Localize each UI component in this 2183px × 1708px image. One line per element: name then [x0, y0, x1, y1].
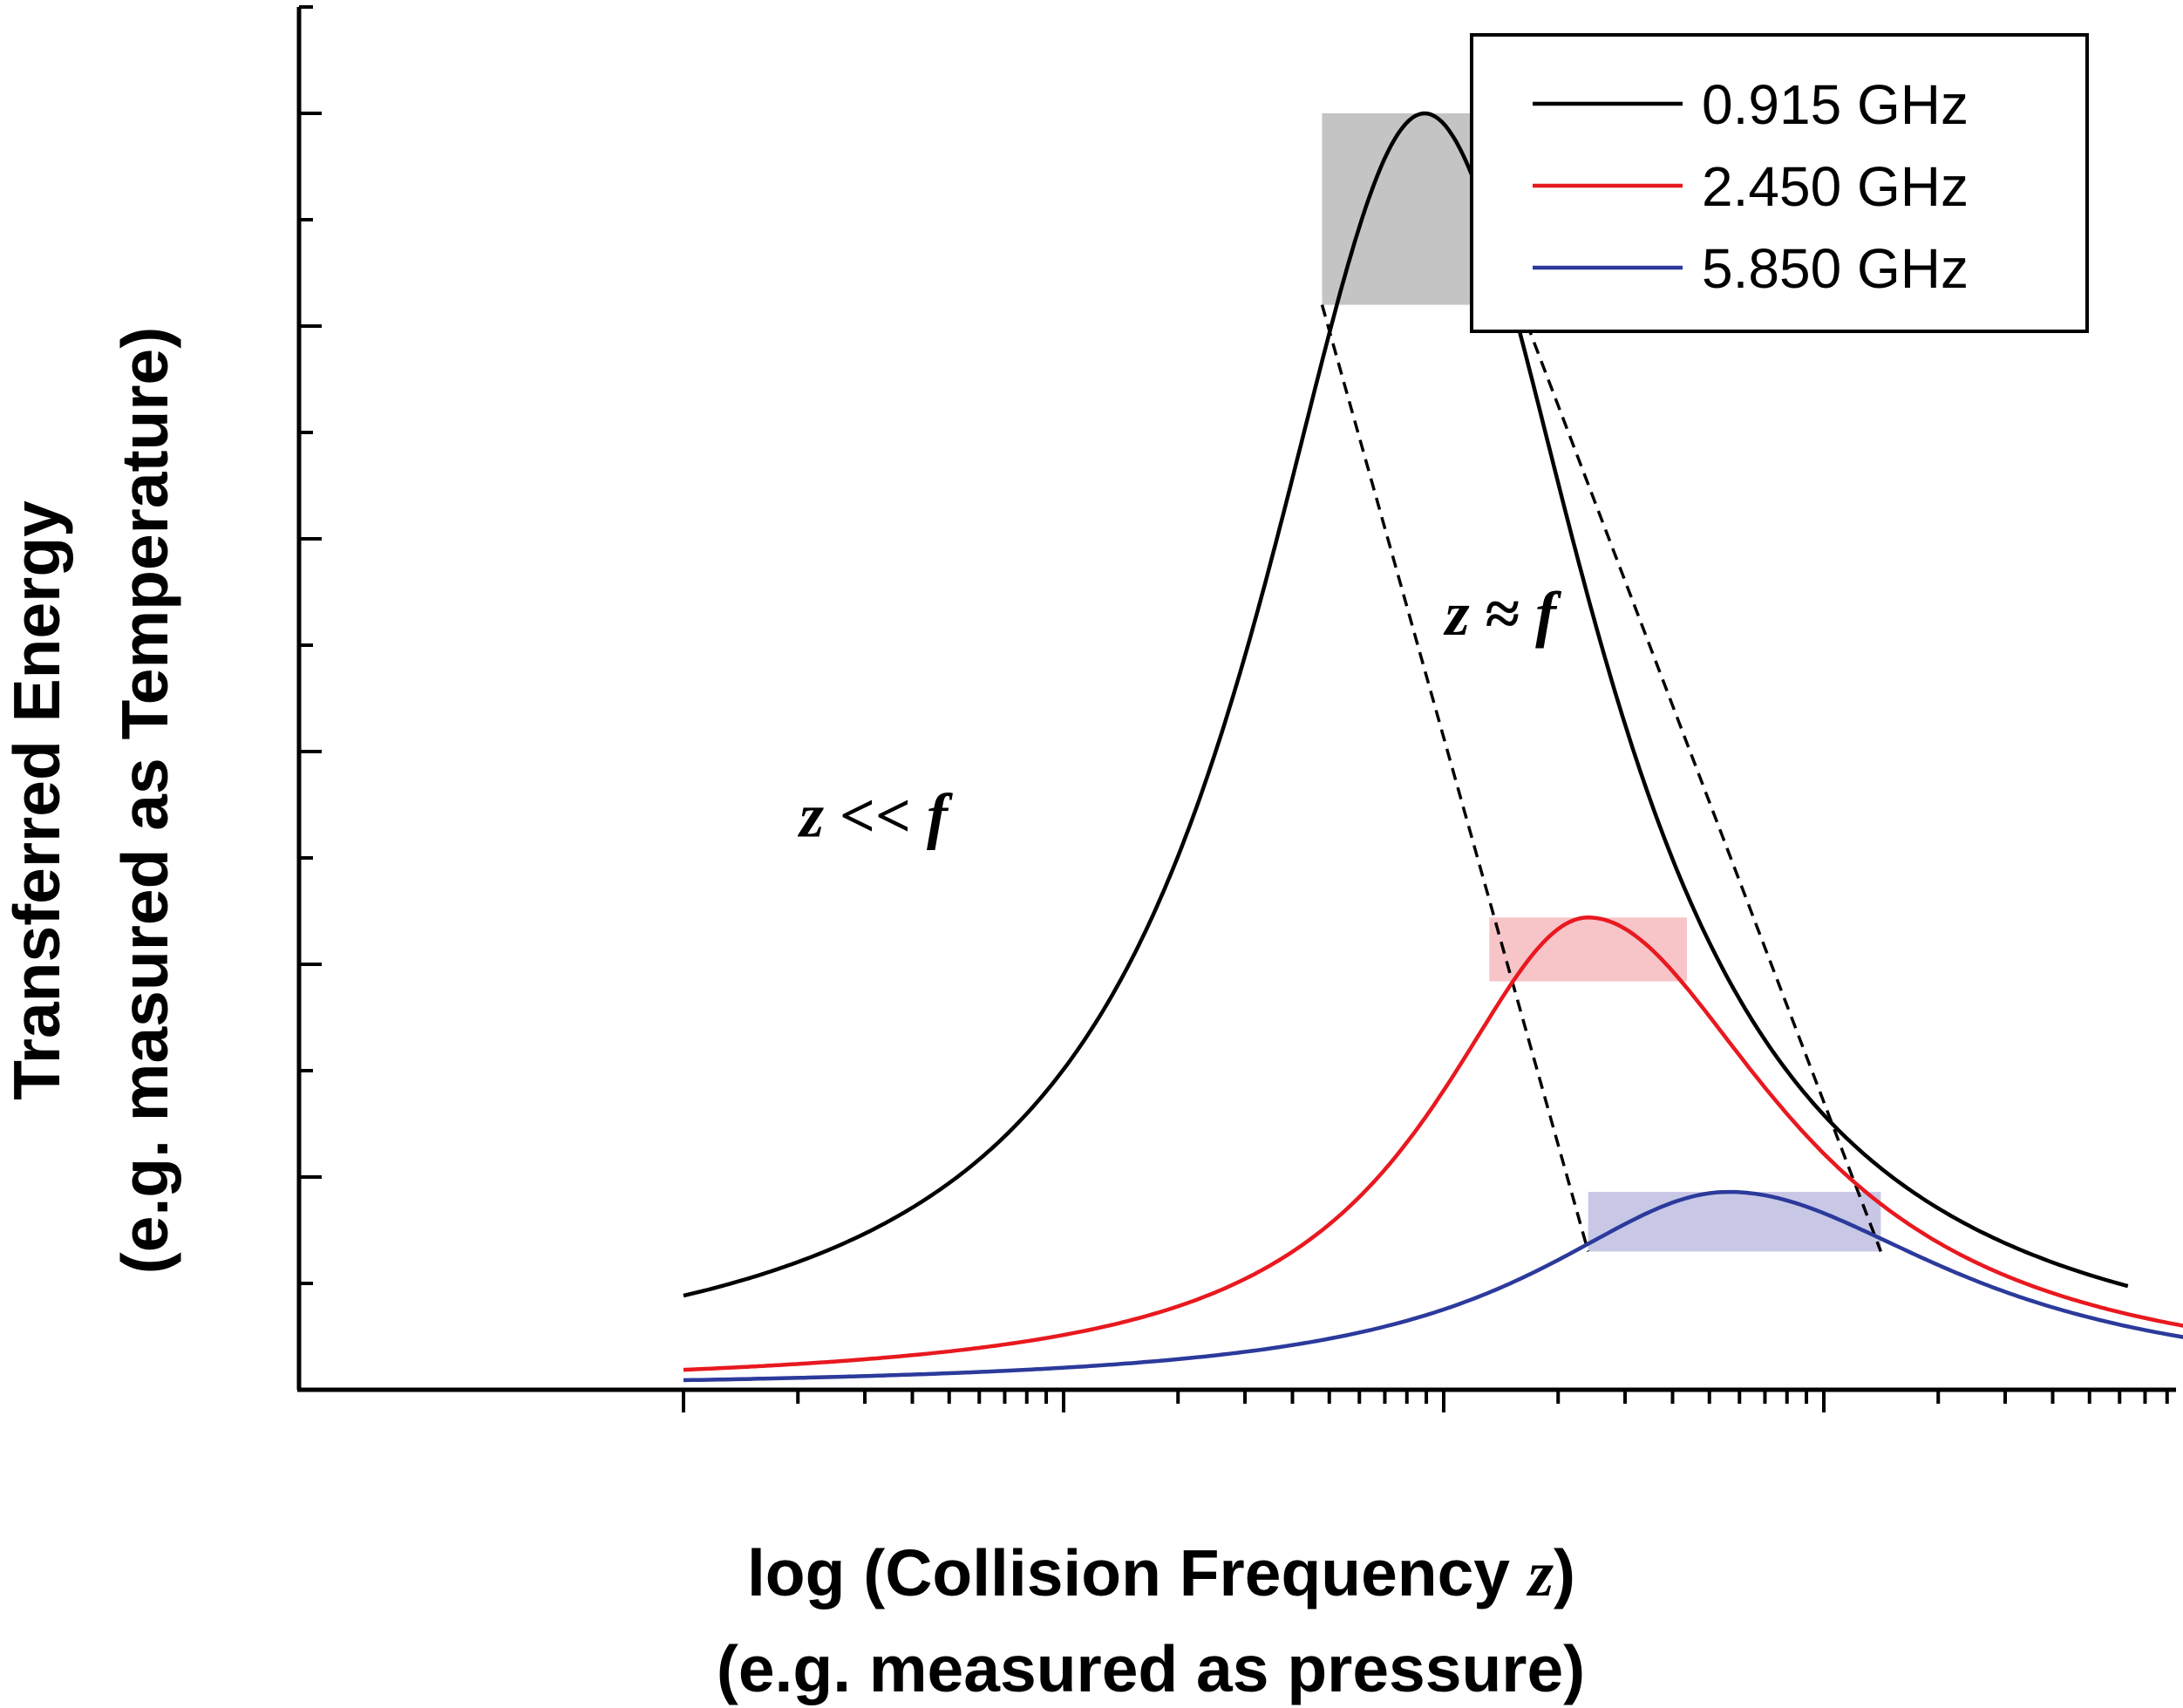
x-axis-title-prefix: log (Collision Frequency — [747, 1536, 1528, 1609]
annotation-low: z << f — [797, 781, 953, 851]
x-axis-title-line1: log (Collision Frequency z) — [747, 1536, 1575, 1610]
dashed-guide-2 — [1518, 303, 1883, 1253]
x-ticks — [682, 1390, 2169, 1412]
region-annotations: z << fz ≈ fz >> f — [797, 579, 1562, 851]
series-line-2-450-ghz — [683, 915, 2183, 1372]
series-line-5-850-ghz — [683, 1189, 2183, 1383]
annotation-operator: << — [840, 781, 927, 851]
axes — [296, 5, 2176, 1412]
legend-label-2: 2.450 GHz — [1702, 155, 1969, 218]
y-axis-title-line2: (e.g. masured as Temperature) — [108, 327, 181, 1274]
legend-entries: 0.915 GHz 2.450 GHz 5.850 GHz — [1533, 73, 1969, 300]
series-lines — [683, 111, 2183, 1383]
highlight-5-850-ghz — [1588, 1192, 1881, 1252]
annotation-equal: z ≈ f — [1443, 579, 1562, 649]
x-axis-title-line2: (e.g. measured as pressure) — [717, 1632, 1585, 1705]
x-axis-title-variable: z — [1526, 1538, 1554, 1610]
series-line-0-915-ghz — [683, 111, 2129, 1298]
dashed-guides — [1320, 303, 1883, 1253]
annotation-left-var: z — [1443, 579, 1486, 649]
legend-label-3: 5.850 GHz — [1702, 237, 1969, 300]
legend-box — [1470, 33, 2089, 333]
annotation-operator: ≈ — [1486, 579, 1536, 649]
annotation-right-var: f — [927, 781, 953, 851]
annotation-right-var: f — [1535, 579, 1561, 649]
dashed-guide-1 — [1320, 304, 1590, 1252]
legend: 0.915 GHz 2.450 GHz 5.850 GHz — [1470, 33, 2089, 333]
y-ticks — [299, 5, 322, 1392]
legend-label-1: 0.915 GHz — [1702, 73, 1969, 136]
y-axis-title-line1: Transferred Energy — [0, 500, 73, 1100]
annotation-left-var: z — [797, 781, 840, 851]
x-axis-title-suffix: ) — [1554, 1536, 1575, 1609]
